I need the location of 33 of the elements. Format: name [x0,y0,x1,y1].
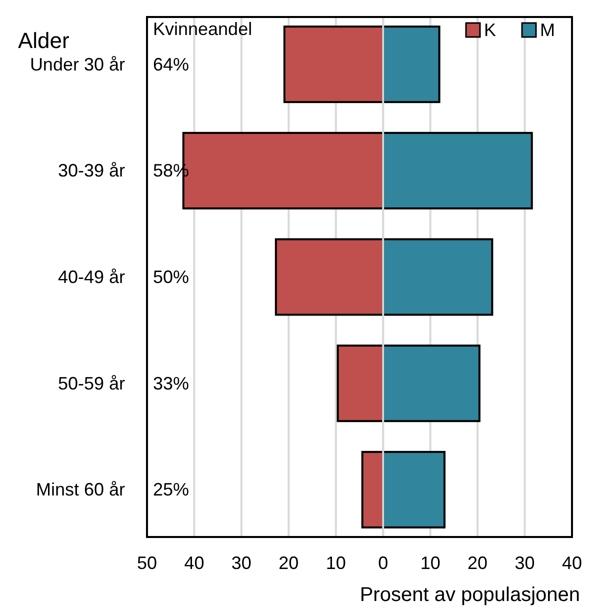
x-tick-label: 50 [136,553,158,573]
bar [382,238,494,316]
annotation: Kvinneandel [153,19,252,39]
annotation: 25% [153,480,190,500]
x-tick-label: 10 [420,553,440,573]
annotation: 33% [153,373,190,394]
x-tick-label: 20 [278,553,299,573]
x-axis-title: Prosent av populasjonen [360,584,580,606]
x-tick-label: 0 [378,553,388,573]
legend-label: K [484,20,496,40]
bar [336,344,384,422]
y-axis-title: Alder [18,28,70,53]
annotation: 50% [153,267,190,287]
x-tick-label: 20 [468,553,488,573]
bar [274,238,384,316]
bar [382,132,533,210]
x-tick-label: 10 [326,553,346,573]
x-tick-label: 30 [231,553,252,573]
bar [382,344,480,422]
bar [283,26,384,104]
x-tick-label: 40 [184,553,204,573]
bar [382,26,440,104]
legend-label: M [540,20,555,40]
y-tick-label: 50-59 år [58,373,125,394]
annotation: 64% [153,54,190,74]
bar [382,450,446,528]
y-tick-label: Minst 60 år [36,480,125,500]
y-tick-label: Under 30 år [30,54,125,74]
bar [361,450,384,528]
x-tick-label: 30 [514,553,535,573]
y-tick-label: 30-39 år [58,160,125,181]
x-tick-label: 40 [562,553,582,573]
y-tick-label: 40-49 år [58,267,125,287]
